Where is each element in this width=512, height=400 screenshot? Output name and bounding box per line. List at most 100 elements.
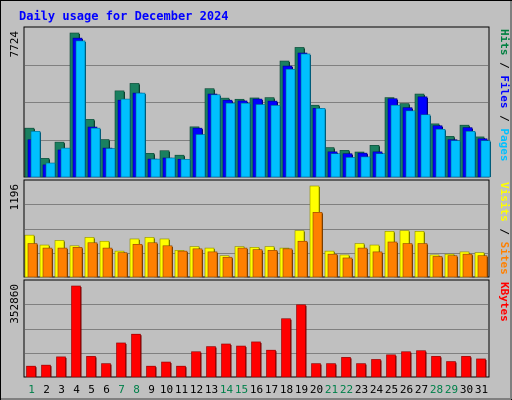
bar-sites-20: [312, 212, 323, 278]
bar-sites-28: [432, 256, 443, 278]
bar-kbytes-11: [176, 365, 186, 378]
bar-pages-6: [105, 148, 116, 178]
x-tick-label: 2: [43, 383, 50, 396]
bar-pages-31: [480, 140, 491, 178]
x-tick-label: 30: [460, 383, 473, 396]
bar-pages-14: [225, 102, 236, 178]
x-tick-label: 17: [265, 383, 278, 396]
panel-hits-files-pages: 7724 Hits / Files / Pages: [8, 26, 511, 178]
bar-sites-10: [162, 245, 173, 278]
bar-sites-2: [42, 247, 53, 278]
bar-pages-4: [75, 40, 86, 178]
x-tick-label: 5: [88, 383, 95, 396]
x-tick-label: 27: [415, 383, 428, 396]
bar-pages-3: [60, 147, 71, 178]
x-tick-label: 20: [310, 383, 323, 396]
bar-sites-29: [447, 255, 458, 278]
x-tick-label: 11: [175, 383, 188, 396]
legend: KBytes: [498, 282, 511, 322]
x-tick-label: 29: [445, 383, 458, 396]
x-tick-label: 8: [133, 383, 140, 396]
x-tick-label: 22: [340, 383, 353, 396]
bar-sites-5: [87, 242, 98, 278]
bar-kbytes-28: [431, 356, 441, 378]
bar-pages-20: [315, 108, 326, 178]
bar-kbytes-5: [86, 356, 96, 378]
x-tick-label: 3: [58, 383, 65, 396]
legend: Hits / Files / Pages: [498, 29, 511, 162]
bar-pages-19: [300, 53, 311, 178]
series-sites: [27, 212, 488, 278]
bar-kbytes-15: [236, 345, 246, 378]
bar-kbytes-20: [311, 363, 321, 378]
bar-pages-22: [345, 157, 356, 178]
legend-item: Pages: [498, 128, 511, 161]
bar-kbytes-29: [446, 361, 456, 378]
x-tick-label: 23: [355, 383, 368, 396]
bar-kbytes-8: [131, 333, 141, 378]
bar-pages-11: [180, 158, 191, 178]
x-tick-label: 15: [235, 383, 248, 396]
bar-sites-30: [462, 253, 473, 278]
panels: 7724 Hits / Files / Pages 1196 Visits / Sit…: [8, 26, 511, 378]
bar-kbytes-7: [116, 342, 126, 378]
x-tick-label: 4: [73, 383, 80, 396]
bar-pages-23: [360, 156, 371, 178]
bar-pages-7: [120, 98, 131, 178]
bar-kbytes-30: [461, 356, 471, 378]
bar-pages-13: [210, 94, 221, 178]
x-tick-label: 13: [205, 383, 218, 396]
bar-sites-15: [237, 247, 248, 278]
x-tick-label: 28: [430, 383, 443, 396]
bar-sites-25: [387, 241, 398, 278]
bar-kbytes-19: [296, 304, 306, 378]
bar-pages-24: [375, 153, 386, 178]
bar-sites-1: [27, 243, 38, 278]
legend-separator: /: [498, 222, 511, 242]
series-kbytes: [26, 285, 487, 378]
bar-pages-29: [450, 140, 461, 178]
x-tick-label: 1: [28, 383, 35, 396]
panel-visits-sites: 1196 Visits / Sites: [8, 179, 511, 278]
bar-sites-14: [222, 256, 233, 278]
x-tick-label: 18: [280, 383, 293, 396]
bar-kbytes-31: [476, 358, 486, 378]
bar-sites-18: [282, 248, 293, 278]
bar-sites-6: [102, 247, 113, 278]
bar-kbytes-16: [251, 341, 261, 378]
bar-pages-28: [435, 128, 446, 178]
bar-pages-10: [165, 157, 176, 178]
bar-sites-8: [132, 243, 143, 278]
bar-sites-12: [192, 248, 203, 278]
bar-kbytes-27: [416, 350, 426, 378]
legend-item: Sites: [498, 242, 511, 275]
legend-item: Visits: [498, 182, 511, 222]
bar-pages-16: [255, 104, 266, 178]
bar-kbytes-12: [191, 351, 201, 378]
legend-separator: /: [498, 56, 511, 76]
bar-sites-11: [177, 250, 188, 278]
bar-kbytes-17: [266, 349, 276, 378]
bar-pages-2: [45, 162, 56, 178]
bar-kbytes-9: [146, 365, 156, 378]
bar-pages-27: [420, 114, 431, 178]
x-tick-label: 26: [400, 383, 413, 396]
bar-sites-19: [297, 240, 308, 278]
panel-kbytes: 352860 KBytes: [8, 279, 511, 378]
bar-pages-5: [90, 127, 101, 178]
x-tick-labels: 1 2 3 4 5 6 7 8 9 10 11 12 13 14 15 16 17 18 19 20 21 22 23 24 2…: [28, 383, 488, 396]
x-tick-label: 19: [295, 383, 308, 396]
bar-kbytes-14: [221, 343, 231, 378]
bar-kbytes-24: [371, 359, 381, 378]
bar-pages-15: [240, 102, 251, 178]
bar-sites-3: [57, 247, 68, 278]
bar-kbytes-21: [326, 363, 336, 378]
bar-sites-16: [252, 249, 263, 278]
bar-pages-21: [330, 153, 341, 178]
bar-pages-12: [195, 134, 206, 178]
bar-kbytes-4: [71, 285, 81, 378]
legend: Visits / Sites: [498, 182, 511, 275]
bar-sites-22: [342, 257, 353, 278]
bar-pages-30: [465, 131, 476, 178]
legend-text: Visits / Sites: [498, 182, 511, 275]
